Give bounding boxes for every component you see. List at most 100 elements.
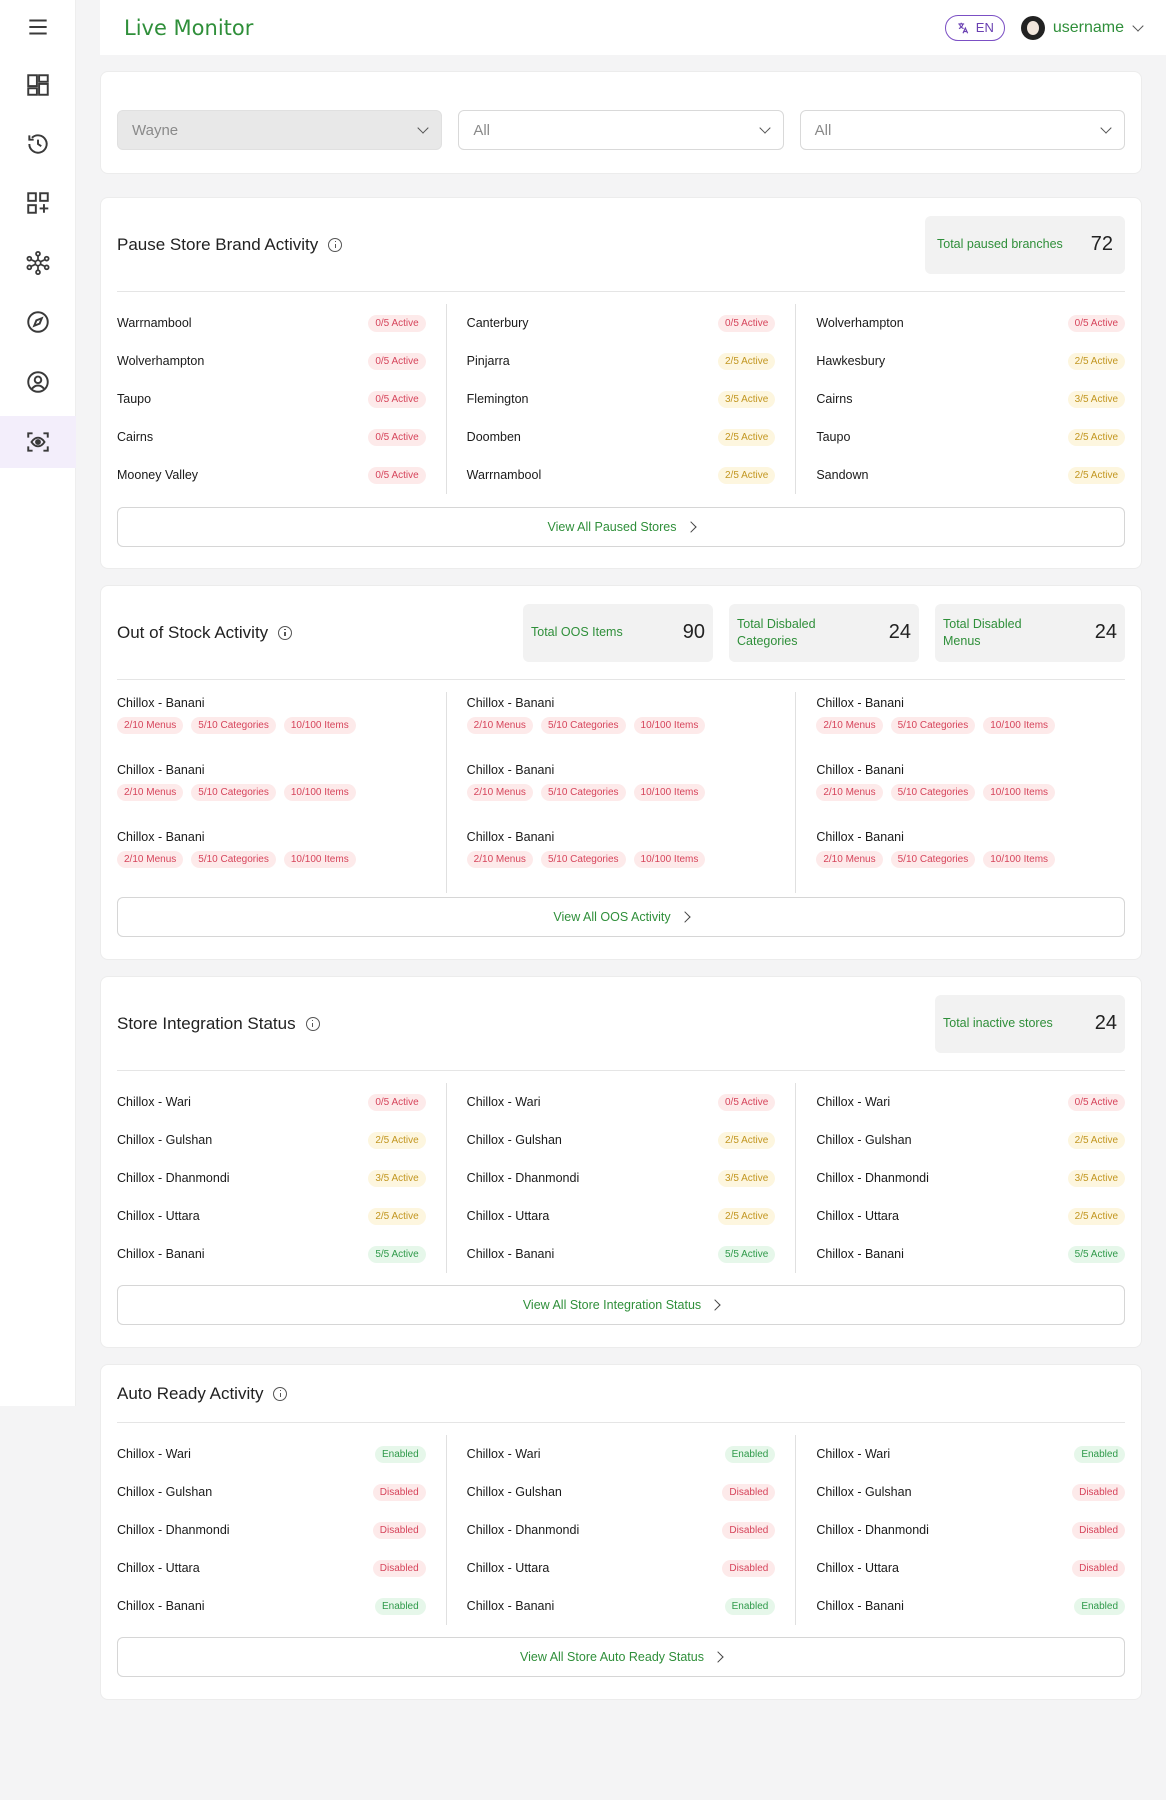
username[interactable]: username [1052,18,1124,36]
status-badge: 2/5 Active [717,466,776,484]
avatar[interactable] [1020,15,1045,40]
info-icon[interactable] [305,1016,320,1031]
brand-select[interactable]: Wayne [117,110,443,150]
grid-column: Chillox - Banani 2/10 Menus 5/10 Categorie… [117,692,446,893]
store-name: Chillox - Banani [117,763,205,777]
compass-icon[interactable] [0,296,76,348]
dashboard-icon[interactable] [0,59,76,111]
list-item[interactable]: Chillox - Wari 0/5 Active [117,1083,426,1121]
list-item[interactable]: Taupo 2/5 Active [816,418,1126,456]
list-item[interactable]: Chillox - Banani 5/5 Active [117,1235,426,1273]
list-item[interactable]: Chillox - Banani 2/10 Menus 5/10 Categorie… [117,759,426,826]
list-item[interactable]: Chillox - Banani 2/10 Menus 5/10 Categorie… [816,759,1125,826]
view-all-oos-button[interactable]: View All OOS Activity [117,897,1125,937]
add-widget-icon[interactable] [0,177,76,229]
list-item[interactable]: Chillox - Uttara 2/5 Active [816,1197,1126,1235]
view-all-label: View All Paused Stores [547,520,677,534]
list-item[interactable]: Chillox - Uttara Disabled [117,1549,426,1587]
list-item[interactable]: Chillox - Dhanmondi Disabled [816,1511,1126,1549]
list-item[interactable]: Chillox - Banani 2/10 Menus 5/10 Categorie… [816,826,1125,893]
history-icon[interactable] [0,118,76,170]
list-item[interactable]: Chillox - Wari 0/5 Active [816,1083,1126,1121]
list-item[interactable]: Wolverhampton 0/5 Active [816,304,1126,342]
list-item[interactable]: Taupo 0/5 Active [117,380,426,418]
store-name: Taupo [117,392,152,406]
categories-badge: 5/10 Categories [191,784,276,801]
list-item[interactable]: Chillox - Wari Enabled [117,1435,426,1473]
items-badge: 10/100 Items [983,851,1056,868]
list-item[interactable]: Chillox - Gulshan Disabled [816,1473,1126,1511]
language-switch[interactable]: EN [944,14,1005,41]
list-item[interactable]: Chillox - Banani 2/10 Menus 5/10 Categorie… [816,692,1125,759]
list-item[interactable]: Chillox - Dhanmondi Disabled [467,1511,776,1549]
grid-column: Chillox - Wari Enabled Chillox - Gulshan Di… [445,1435,796,1625]
second-filter-select[interactable]: All [458,110,784,150]
list-item[interactable]: Chillox - Banani Enabled [816,1587,1126,1625]
list-item[interactable]: Chillox - Banani 2/10 Menus 5/10 Categorie… [466,759,776,826]
network-icon[interactable] [0,237,76,289]
list-item[interactable]: Chillox - Banani 2/10 Menus 5/10 Categorie… [117,692,426,759]
chevron-right-icon [678,911,691,923]
view-all-integration-button[interactable]: View All Store Integration Status [117,1285,1125,1325]
list-item[interactable]: Chillox - Dhanmondi 3/5 Active [117,1159,426,1197]
list-item[interactable]: Chillox - Wari 0/5 Active [467,1083,776,1121]
view-all-auto-ready-button[interactable]: View All Store Auto Ready Status [117,1637,1125,1677]
store-name: Chillox - Dhanmondi [117,1523,230,1537]
list-item[interactable]: Chillox - Dhanmondi Disabled [117,1511,426,1549]
list-item[interactable]: Canterbury 0/5 Active [467,304,776,342]
list-item[interactable]: Sandown 2/5 Active [816,456,1126,494]
list-item[interactable]: Chillox - Gulshan Disabled [117,1473,426,1511]
list-item[interactable]: Chillox - Banani Enabled [117,1587,426,1625]
info-icon[interactable] [273,1386,288,1401]
list-item[interactable]: Chillox - Banani 2/10 Menus 5/10 Categorie… [117,826,426,893]
info-icon[interactable] [278,625,293,640]
pause-store-card: Pause Store Brand Activity Total paused … [100,197,1142,569]
list-item[interactable]: Chillox - Gulshan Disabled [467,1473,776,1511]
badge-group: 2/10 Menus 5/10 Categories 10/100 Items [816,784,1125,801]
stat-label: Total paused branches [937,237,1063,251]
list-item[interactable]: Chillox - Uttara 2/5 Active [117,1197,426,1235]
live-monitor-icon[interactable] [0,416,76,468]
stat-value: 24 [1094,1012,1117,1034]
list-item[interactable]: Chillox - Banani 5/5 Active [467,1235,776,1273]
list-item[interactable]: Flemington 3/5 Active [467,380,776,418]
list-item[interactable]: Cairns 3/5 Active [816,380,1126,418]
store-name: Sandown [816,468,869,482]
chevron-down-icon [758,122,771,134]
list-item[interactable]: Chillox - Uttara 2/5 Active [467,1197,776,1235]
menu-icon[interactable] [0,1,76,53]
list-item[interactable]: Chillox - Banani 2/10 Menus 5/10 Categorie… [466,692,776,759]
user-circle-icon[interactable] [0,356,76,408]
categories-badge: 5/10 Categories [890,784,976,801]
list-item[interactable]: Chillox - Uttara Disabled [467,1549,776,1587]
list-item[interactable]: Chillox - Gulshan 2/5 Active [816,1121,1126,1159]
list-item[interactable]: Mooney Valley 0/5 Active [117,456,426,494]
chevron-down-icon[interactable] [1132,19,1144,32]
list-item[interactable]: Chillox - Gulshan 2/5 Active [467,1121,776,1159]
list-item[interactable]: Chillox - Wari Enabled [467,1435,776,1473]
list-item[interactable]: Chillox - Gulshan 2/5 Active [117,1121,426,1159]
list-item[interactable]: Chillox - Uttara Disabled [816,1549,1126,1587]
list-item[interactable]: Warrnambool 2/5 Active [467,456,776,494]
list-item[interactable]: Chillox - Banani 5/5 Active [816,1235,1126,1273]
list-item[interactable]: Chillox - Dhanmondi 3/5 Active [467,1159,776,1197]
third-filter-select[interactable]: All [799,110,1125,150]
items-badge: 10/100 Items [983,717,1056,734]
store-name: Chillox - Gulshan [466,1485,562,1499]
list-item[interactable]: Warrnambool 0/5 Active [117,304,426,342]
language-label: EN [975,20,994,35]
list-item[interactable]: Chillox - Banani 2/10 Menus 5/10 Categorie… [466,826,776,893]
view-all-paused-button[interactable]: View All Paused Stores [117,507,1125,547]
list-item[interactable]: Chillox - Wari Enabled [816,1435,1126,1473]
list-item[interactable]: Hawkesbury 2/5 Active [816,342,1126,380]
list-item[interactable]: Chillox - Dhanmondi 3/5 Active [816,1159,1126,1197]
menus-badge: 2/10 Menus [466,851,533,868]
list-item[interactable]: Chillox - Banani Enabled [467,1587,776,1625]
chevron-right-icon [712,1651,724,1663]
list-item[interactable]: Pinjarra 2/5 Active [467,342,776,380]
list-item[interactable]: Wolverhampton 0/5 Active [117,342,426,380]
info-icon[interactable] [328,237,343,252]
list-item[interactable]: Doomben 2/5 Active [467,418,776,456]
list-item[interactable]: Cairns 0/5 Active [117,418,426,456]
status-badge: 2/5 Active [368,1131,426,1149]
